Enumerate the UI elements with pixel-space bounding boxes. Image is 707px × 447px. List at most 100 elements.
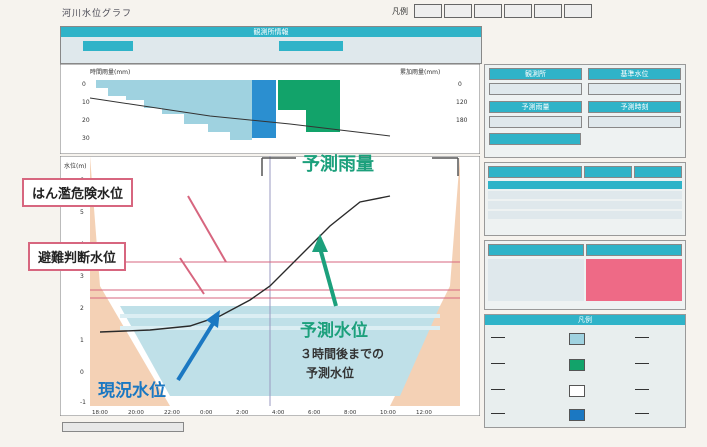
forecast-table-head xyxy=(634,166,682,178)
forecast-table-row xyxy=(488,181,682,189)
rain-bar xyxy=(162,80,184,114)
current-arrow-line xyxy=(176,320,216,382)
rain-bar xyxy=(208,80,230,132)
forecast-arrow-head xyxy=(312,234,328,252)
legend-line-swatch xyxy=(491,413,505,414)
station-header-cell xyxy=(279,41,343,51)
water-x-tick: 0:00 xyxy=(200,410,213,416)
toolbar: 凡例 xyxy=(392,4,592,18)
cumulative-rain-line xyxy=(89,97,391,137)
current-level-label: 現況水位 xyxy=(98,381,166,401)
water-x-tick: 12:00 xyxy=(416,410,432,416)
rain-tick-right: 0 xyxy=(458,81,462,88)
legend-panel: 凡例 xyxy=(484,314,686,428)
side-head-forecast-time: 予測時刻 xyxy=(588,101,681,113)
side-head-station: 観測所 xyxy=(489,68,582,80)
rain-tick-left: 20 xyxy=(82,117,90,124)
legend-line-swatch xyxy=(491,389,505,390)
rain-chart-left-label: 時間雨量(mm) xyxy=(90,68,130,76)
legend-line-swatch xyxy=(635,389,649,390)
forecast-table-head xyxy=(488,166,582,178)
legend-line-swatch xyxy=(635,337,649,338)
water-x-tick: 2:00 xyxy=(236,410,249,416)
flood-danger-callout: はん濫危険水位 xyxy=(22,178,134,207)
legend-blank-swatch xyxy=(569,385,585,397)
alert-table-head xyxy=(586,244,682,256)
rain-bar xyxy=(252,80,276,138)
forecast-table-row xyxy=(488,211,682,219)
toolbar-button-3[interactable] xyxy=(474,4,502,18)
forecast-rain-label: 予測雨量 xyxy=(302,154,374,175)
legend-line-swatch xyxy=(635,363,649,364)
station-header-title: 観測所情報 xyxy=(61,27,481,37)
station-header: 観測所情報 xyxy=(60,26,482,64)
forecast-rain-bar xyxy=(278,80,306,110)
rain-bar xyxy=(144,80,162,108)
legend-line-swatch xyxy=(491,363,505,364)
water-y-tick: 2 xyxy=(80,305,84,312)
water-x-tick: 6:00 xyxy=(308,410,321,416)
toolbar-button-2[interactable] xyxy=(444,4,472,18)
forecast-level-label: 予測水位 xyxy=(300,321,368,341)
water-y-tick: -1 xyxy=(80,399,86,406)
side-input[interactable] xyxy=(588,116,681,128)
water-x-ticks: 18:00 20:00 22:00 0:00 2:00 4:00 6:00 8:… xyxy=(92,410,432,416)
rain-chart: 時間雨量(mm) 累加雨量(mm) 0 10 20 30 0 120 180 xyxy=(60,64,480,154)
forecast-arrow-line xyxy=(318,247,338,307)
side-head-level: 基準水位 xyxy=(588,68,681,80)
legend-title: 凡例 xyxy=(485,315,685,325)
water-x-tick: 18:00 xyxy=(92,410,108,416)
forecast-table-row xyxy=(488,201,682,209)
toolbar-button-5[interactable] xyxy=(534,4,562,18)
flood-callout-connector xyxy=(187,195,227,263)
side-value-level[interactable] xyxy=(588,83,681,95)
rain-bar xyxy=(108,80,126,96)
rain-tick-right: 180 xyxy=(456,117,468,124)
legend-current-swatch xyxy=(569,409,585,421)
water-x-tick: 22:00 xyxy=(164,410,180,416)
toolbar-button-6[interactable] xyxy=(564,4,592,18)
side-input[interactable] xyxy=(489,116,582,128)
water-y-unit: 水位(m) xyxy=(64,162,87,170)
water-y-tick: 5 xyxy=(80,209,84,216)
toolbar-button-1[interactable] xyxy=(414,4,442,18)
water-y-tick: 0 xyxy=(80,369,84,376)
evacuation-callout: 避難判断水位 xyxy=(28,242,127,271)
rain-tick-left: 30 xyxy=(82,135,90,142)
rain-bar xyxy=(126,80,144,100)
side-button[interactable] xyxy=(489,133,581,145)
water-x-tick: 20:00 xyxy=(128,410,144,416)
rain-bar xyxy=(230,80,252,140)
rain-tick-left: 0 xyxy=(82,81,86,88)
forecast-table-head xyxy=(584,166,632,178)
current-arrow-head xyxy=(206,310,220,328)
toolbar-button-4[interactable] xyxy=(504,4,532,18)
rain-bar xyxy=(96,80,108,88)
river-bank-right xyxy=(390,156,460,406)
forecast-rain-bar xyxy=(336,80,340,132)
rain-bar xyxy=(184,80,208,124)
rain-tick-right: 120 xyxy=(456,99,468,106)
legend-forecast-swatch xyxy=(569,359,585,371)
alert-table xyxy=(484,240,686,310)
station-header-cell xyxy=(83,41,133,51)
water-x-tick: 8:00 xyxy=(344,410,357,416)
side-value-station[interactable] xyxy=(489,83,582,95)
toolbar-label: 凡例 xyxy=(392,6,408,16)
river-bank-left xyxy=(90,156,170,406)
alert-table-labels xyxy=(488,259,584,301)
alert-table-head xyxy=(488,244,584,256)
water-y-tick: 1 xyxy=(80,337,84,344)
forecast-table-row xyxy=(488,191,682,199)
water-y-tick: 3 xyxy=(80,273,84,280)
bottom-scrollbar[interactable] xyxy=(62,422,184,432)
window-title: 河川水位グラフ xyxy=(62,9,133,19)
legend-rain-swatch xyxy=(569,333,585,345)
side-head-forecast-rain: 予測雨量 xyxy=(489,101,582,113)
alert-status-cell xyxy=(586,259,682,301)
forecast-note-line1: ３時間後までの xyxy=(300,347,385,361)
rain-tick-left: 10 xyxy=(82,99,90,106)
side-info-block: 観測所 基準水位 予測雨量 予測時刻 xyxy=(484,64,686,158)
forecast-note-line2: 予測水位 xyxy=(306,366,355,380)
